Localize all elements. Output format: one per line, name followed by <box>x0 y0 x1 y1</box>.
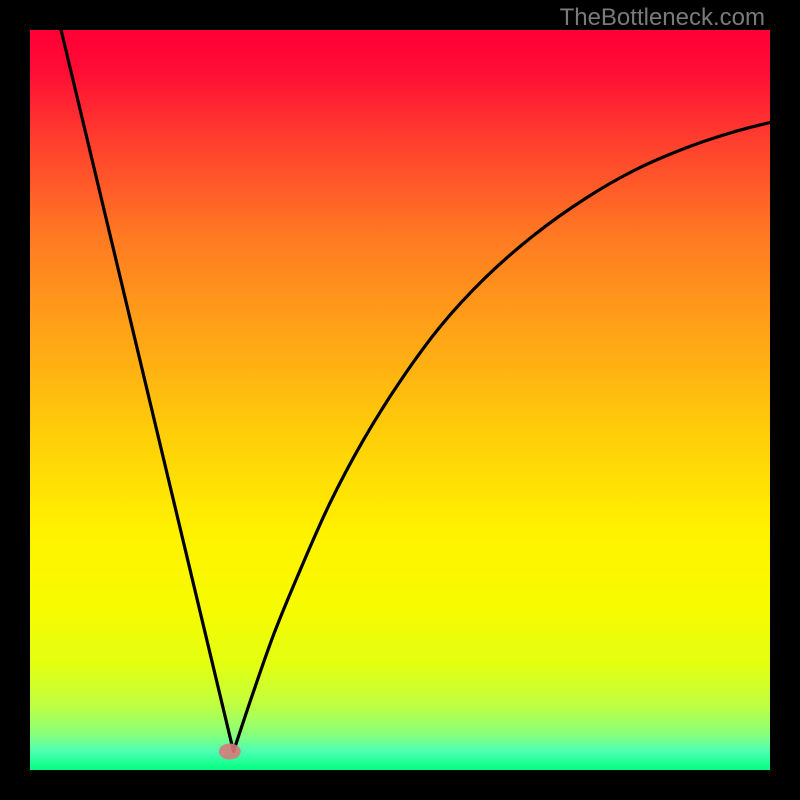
plot-area <box>30 30 770 770</box>
chart-root: TheBottleneck.com <box>0 0 800 800</box>
bottleneck-curve <box>61 30 770 752</box>
watermark-text: TheBottleneck.com <box>560 4 765 32</box>
curve-layer <box>30 30 770 770</box>
minimum-marker <box>219 744 241 760</box>
